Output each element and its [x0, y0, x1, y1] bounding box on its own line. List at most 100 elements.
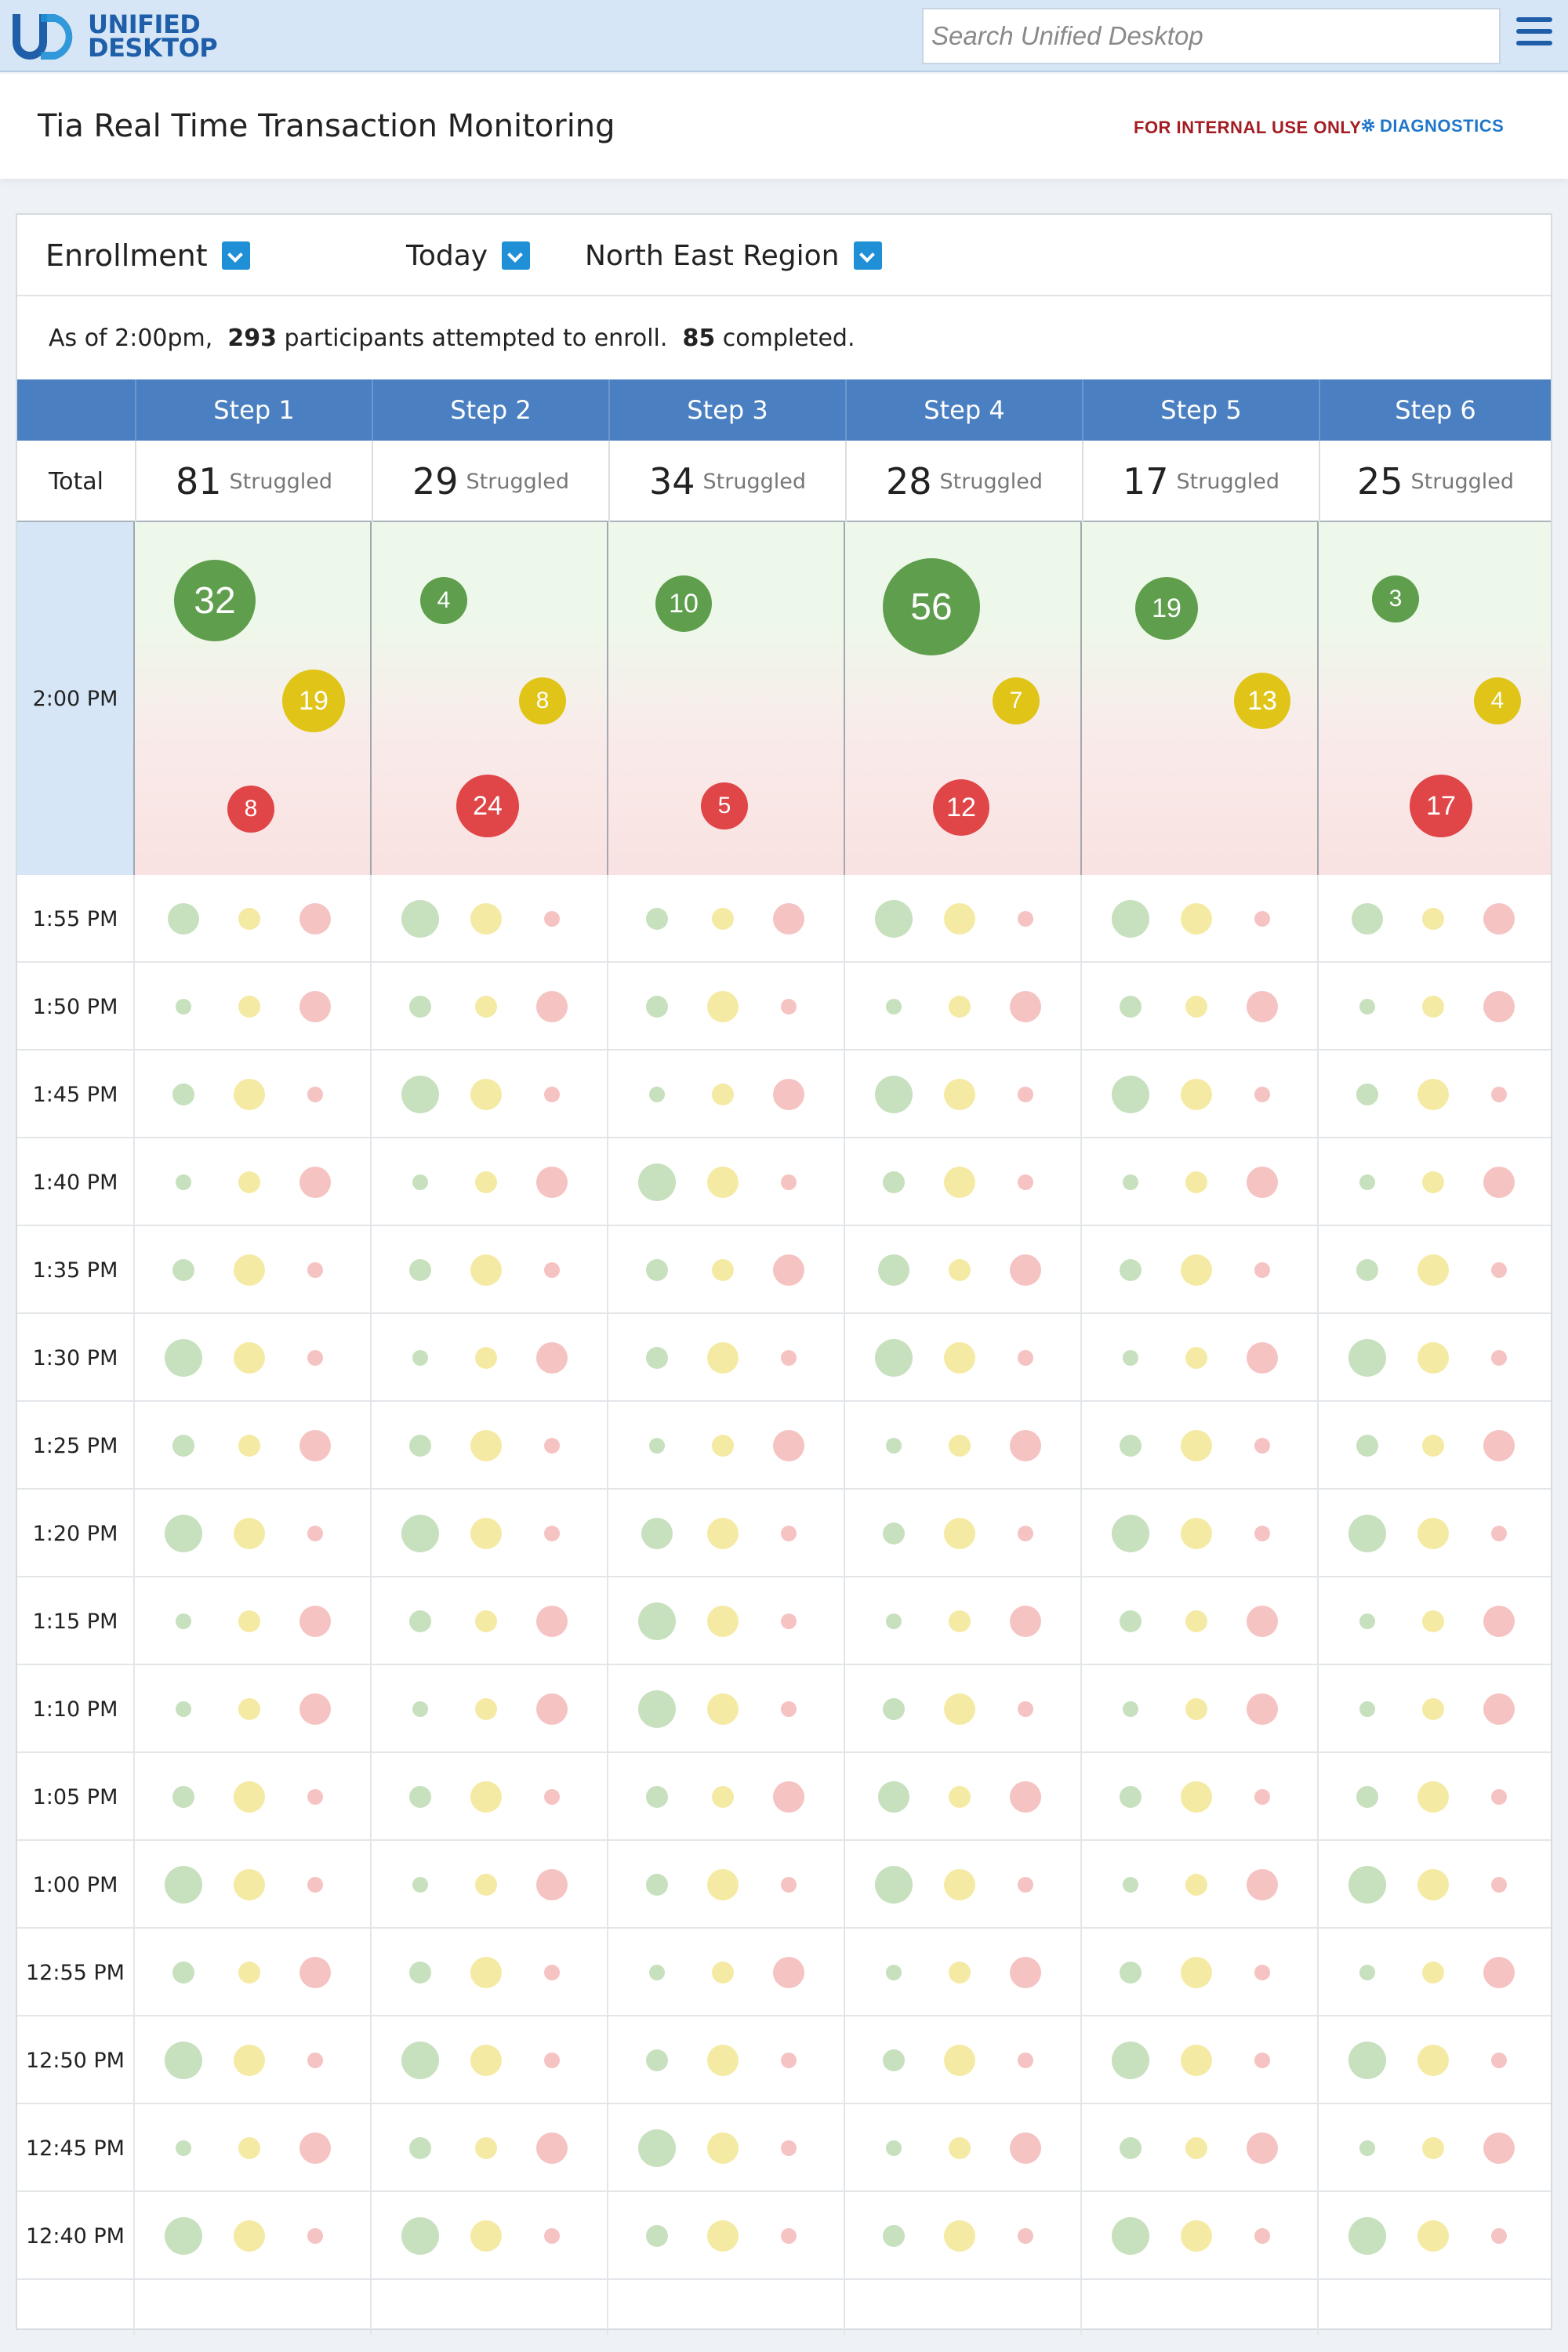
yellow-dot[interactable] — [1185, 996, 1207, 1018]
red-dot[interactable] — [1247, 1342, 1278, 1374]
green-dot[interactable] — [1359, 2140, 1375, 2156]
red-dot[interactable] — [1010, 2132, 1041, 2164]
yellow-dot[interactable] — [944, 1079, 975, 1110]
green-dot[interactable] — [875, 1866, 913, 1904]
red-dot[interactable] — [1491, 1877, 1507, 1893]
green-dot[interactable] — [401, 900, 439, 938]
green-dot[interactable] — [646, 1786, 668, 1808]
red-dot[interactable] — [299, 903, 331, 935]
green-dot[interactable] — [409, 1962, 431, 1984]
yellow-dot[interactable] — [949, 996, 971, 1018]
green-dot[interactable] — [875, 1339, 913, 1377]
green-dot[interactable] — [412, 1877, 428, 1893]
green-dot[interactable] — [1359, 1613, 1375, 1629]
red-dot[interactable] — [536, 1693, 568, 1725]
red-dot[interactable] — [544, 1087, 560, 1102]
green-dot[interactable] — [886, 1965, 902, 1980]
red-bubble[interactable]: 8 — [227, 786, 274, 833]
red-dot[interactable] — [1254, 1262, 1270, 1278]
yellow-dot[interactable] — [707, 1167, 739, 1198]
green-bubble[interactable]: 4 — [420, 577, 467, 624]
yellow-dot[interactable] — [1422, 908, 1444, 930]
green-dot[interactable] — [168, 903, 199, 935]
yellow-dot[interactable] — [707, 1606, 739, 1637]
yellow-dot[interactable] — [475, 1610, 497, 1632]
red-dot[interactable] — [299, 1430, 331, 1461]
red-bubble[interactable]: 24 — [456, 775, 519, 837]
red-dot[interactable] — [1018, 2053, 1033, 2068]
yellow-dot[interactable] — [949, 1786, 971, 1808]
red-dot[interactable] — [1018, 1701, 1033, 1717]
yellow-dot[interactable] — [1181, 1957, 1212, 1988]
green-dot[interactable] — [883, 1698, 905, 1720]
red-dot[interactable] — [307, 2053, 323, 2068]
red-dot[interactable] — [1247, 2132, 1278, 2164]
green-dot[interactable] — [1348, 1866, 1386, 1904]
green-dot[interactable] — [1112, 900, 1149, 938]
green-dot[interactable] — [176, 999, 191, 1014]
green-dot[interactable] — [1112, 2217, 1149, 2255]
red-dot[interactable] — [544, 1965, 560, 1980]
green-dot[interactable] — [165, 2042, 202, 2079]
red-dot[interactable] — [1254, 1965, 1270, 1980]
green-dot[interactable] — [875, 900, 913, 938]
green-dot[interactable] — [883, 1171, 905, 1193]
yellow-dot[interactable] — [470, 2220, 502, 2252]
red-dot[interactable] — [536, 991, 568, 1022]
red-dot[interactable] — [781, 1350, 797, 1366]
green-dot[interactable] — [1112, 1515, 1149, 1552]
yellow-dot[interactable] — [712, 908, 734, 930]
red-dot[interactable] — [307, 1262, 323, 1278]
green-dot[interactable] — [1120, 1259, 1142, 1281]
red-dot[interactable] — [1254, 2228, 1270, 2244]
green-dot[interactable] — [1120, 1786, 1142, 1808]
green-dot[interactable] — [886, 1613, 902, 1629]
green-dot[interactable] — [638, 1690, 676, 1728]
green-dot[interactable] — [1356, 1259, 1378, 1281]
green-dot[interactable] — [401, 2042, 439, 2079]
green-dot[interactable] — [1359, 1701, 1375, 1717]
red-dot[interactable] — [1491, 1526, 1507, 1541]
yellow-dot[interactable] — [1181, 1518, 1212, 1549]
red-dot[interactable] — [773, 1430, 804, 1461]
red-dot[interactable] — [1491, 2053, 1507, 2068]
green-bubble[interactable]: 32 — [174, 560, 256, 641]
yellow-dot[interactable] — [1181, 1781, 1212, 1813]
red-dot[interactable] — [1018, 1087, 1033, 1102]
yellow-dot[interactable] — [949, 1610, 971, 1632]
red-dot[interactable] — [544, 2228, 560, 2244]
red-dot[interactable] — [1491, 1262, 1507, 1278]
green-dot[interactable] — [875, 1076, 913, 1113]
green-dot[interactable] — [412, 1701, 428, 1717]
red-dot[interactable] — [1254, 1087, 1270, 1102]
green-dot[interactable] — [886, 2140, 902, 2156]
step-header-1[interactable]: Step 1 — [135, 379, 372, 441]
yellow-dot[interactable] — [1417, 1342, 1449, 1374]
yellow-dot[interactable] — [1417, 1254, 1449, 1286]
green-dot[interactable] — [878, 1254, 909, 1286]
green-dot[interactable] — [646, 908, 668, 930]
green-dot[interactable] — [646, 1347, 668, 1369]
green-dot[interactable] — [1120, 2137, 1142, 2159]
yellow-dot[interactable] — [944, 2220, 975, 2252]
green-dot[interactable] — [401, 1515, 439, 1552]
chevron-down-icon[interactable] — [221, 241, 250, 270]
red-dot[interactable] — [299, 991, 331, 1022]
red-dot[interactable] — [773, 903, 804, 935]
step-header-4[interactable]: Step 4 — [845, 379, 1082, 441]
yellow-bubble[interactable]: 7 — [993, 677, 1040, 724]
yellow-dot[interactable] — [1422, 2137, 1444, 2159]
green-dot[interactable] — [1120, 1610, 1142, 1632]
transaction-dropdown[interactable]: Enrollment — [45, 235, 250, 276]
yellow-dot[interactable] — [475, 1171, 497, 1193]
red-dot[interactable] — [299, 2132, 331, 2164]
yellow-dot[interactable] — [1181, 1079, 1212, 1110]
green-dot[interactable] — [886, 999, 902, 1014]
yellow-dot[interactable] — [1185, 1347, 1207, 1369]
green-dot[interactable] — [1112, 1076, 1149, 1113]
yellow-dot[interactable] — [1417, 1869, 1449, 1900]
yellow-dot[interactable] — [1422, 1435, 1444, 1457]
red-dot[interactable] — [299, 1957, 331, 1988]
green-dot[interactable] — [649, 1438, 665, 1454]
red-dot[interactable] — [1483, 1693, 1515, 1725]
